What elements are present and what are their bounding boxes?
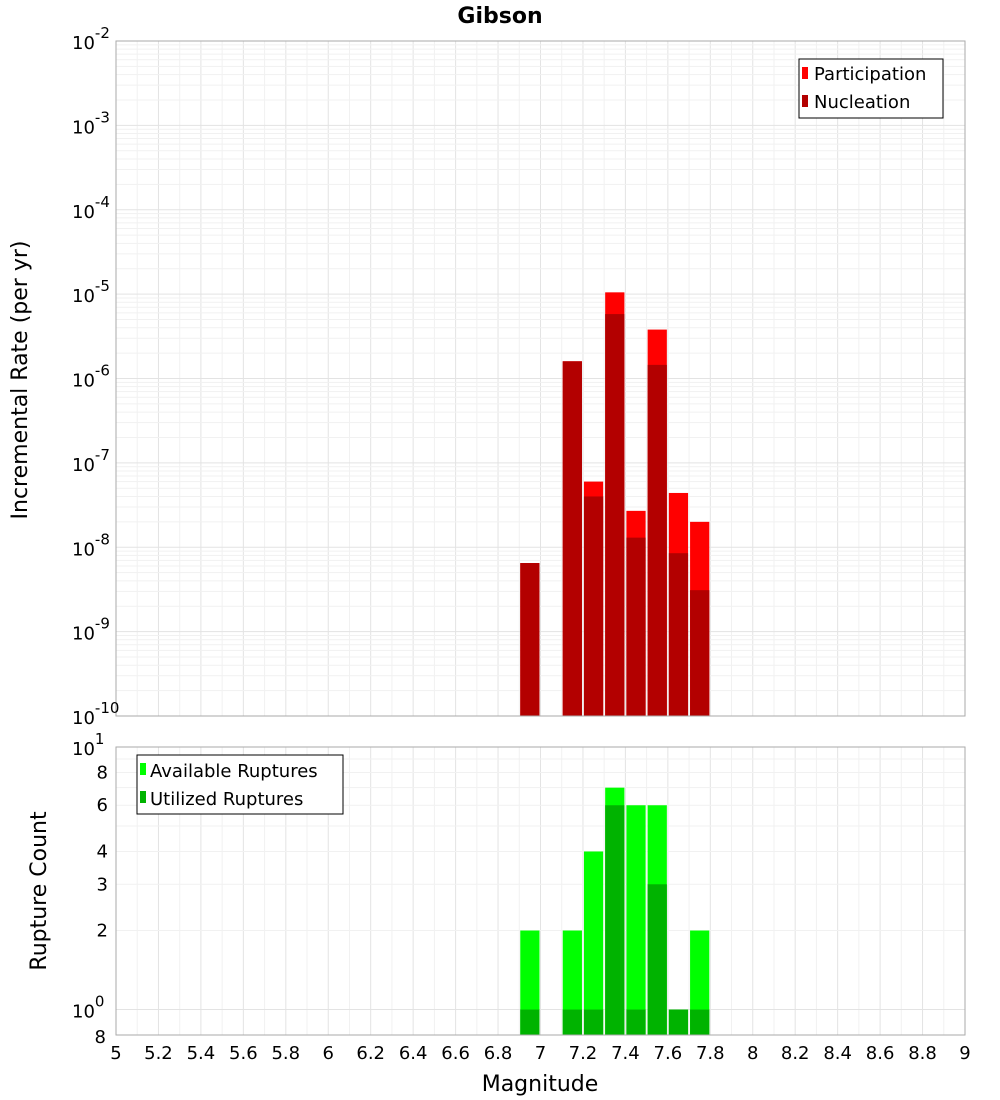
magnitude-x-tick-label: 6.8 [484,1043,513,1064]
magnitude-x-tick-label: 7.6 [654,1043,683,1064]
available-ruptures-legend-label: Available Ruptures [150,761,318,782]
utilized-ruptures-legend-swatch [140,791,146,803]
participation-legend-label: Participation [814,64,926,85]
utilized-ruptures-bar [690,1009,710,1035]
participation-rate-plot: 10-10 10-9 10-8 10-7 10-6 10-5 10-4 10-3 10-2 In… [8,24,966,729]
bottom-plot-frame [115,746,966,1036]
nucleation-bar [562,361,582,716]
participation-legend-swatch [802,67,808,79]
rupture-bars [520,787,710,1035]
magnitude-x-tick-label: 6.4 [399,1043,428,1064]
magnitude-x-tick-label: 7.4 [611,1043,640,1064]
utilized-ruptures-bar [562,1009,582,1035]
available-ruptures-bar [690,930,710,1035]
utilized-ruptures-bar [668,1009,689,1035]
rate-y-tick-label: 10-8 [72,530,110,560]
magnitude-x-tick-label: 8.2 [781,1043,810,1064]
utilized-ruptures-bar [605,805,625,1035]
rate-y-tick-label: 10-7 [72,446,110,476]
rate-legend: Participation Nucleation [798,58,944,119]
nucleation-bar [690,590,710,716]
top-plot-frame [115,40,966,717]
rate-legend-box [798,58,944,119]
rupture-y-ticks: 100 101 2 3 4 6 8 8 [72,730,108,1048]
magnitude-x-tick-label: 5.6 [229,1043,258,1064]
rate-y-tick-label: 10-4 [72,193,110,223]
chart-title: Gibson [457,4,542,29]
nucleation-bar [626,537,646,716]
utilized-ruptures-legend-label: Utilized Ruptures [150,789,303,810]
nucleation-bar [605,314,625,716]
magnitude-x-tick-label: 8.8 [908,1043,937,1064]
utilized-ruptures-bar [583,1009,604,1035]
available-ruptures-bar [520,930,540,1035]
available-ruptures-legend-swatch [140,763,146,775]
rate-y-tick-label: 10-2 [72,24,110,54]
magnitude-x-tick-label: 9 [959,1043,970,1064]
utilized-ruptures-bar [626,1009,646,1035]
available-ruptures-bar [626,805,646,1035]
magnitude-x-tick-label: 8 [747,1043,758,1064]
rate-y-tick-label: 10-3 [72,108,110,138]
rupture-y-tick-label: 6 [97,795,108,816]
magnitude-x-tick-label: 5.4 [187,1043,216,1064]
nucleation-bar [520,563,540,716]
rate-y-tick-label: 10-10 [72,699,119,729]
rupture-y-tick-label: 8 [97,762,108,783]
magnitude-x-tick-label: 8.4 [823,1043,852,1064]
nucleation-legend-label: Nucleation [814,92,910,113]
magnitude-x-axis-label: Magnitude [482,1072,599,1097]
rate-y-tick-label: 10-6 [72,362,110,392]
nucleation-bar [583,496,604,716]
rupture-legend: Available Ruptures Utilized Ruptures [136,754,344,815]
magnitude-x-tick-label: 7.8 [696,1043,725,1064]
rate-bars [520,292,710,716]
utilized-ruptures-bar [520,1009,540,1035]
magnitude-x-tick-label: 7.2 [569,1043,598,1064]
rupture-y-axis-label: Rupture Count [27,811,52,971]
rupture-y-tick-label: 101 [72,730,104,760]
nucleation-bar [647,364,667,716]
rupture-y-tick-label: 100 [72,993,104,1023]
magnitude-x-tick-label: 8.6 [866,1043,895,1064]
rate-y-axis-label: Incremental Rate (per yr) [8,241,33,520]
magnitude-x-ticks: 5 5.2 5.4 5.6 5.8 6 6.2 6.4 6.6 6.8 7 7.2 7.4 7.6 7.8 8… [110,1043,970,1064]
rupture-legend-box [136,754,344,815]
magnitude-x-tick-label: 7 [535,1043,546,1064]
nucleation-bar [668,553,689,716]
magnitude-x-tick-label: 6.6 [441,1043,470,1064]
magnitude-x-tick-label: 5 [110,1043,121,1064]
rupture-y-tick-label: 3 [97,874,108,895]
rate-y-tick-label: 10-9 [72,615,110,645]
available-ruptures-bar [562,930,582,1035]
magnitude-x-tick-label: 6.2 [356,1043,385,1064]
rate-y-ticks: 10-10 10-9 10-8 10-7 10-6 10-5 10-4 10-3 10-2 [72,24,119,729]
magnitude-x-tick-label: 6 [323,1043,334,1064]
rupture-y-tick-label: 2 [97,921,108,942]
available-ruptures-bar [583,851,604,1035]
utilized-ruptures-bar [647,884,667,1035]
top-gridlines [115,41,966,717]
magnitude-x-tick-label: 5.2 [144,1043,173,1064]
rupture-y-tick-label: 8 [95,1027,106,1048]
rupture-y-tick-label: 4 [97,841,108,862]
rate-y-tick-label: 10-5 [72,277,110,307]
magnitude-x-tick-label: 5.8 [271,1043,300,1064]
rupture-count-plot: 100 101 2 3 4 6 8 8 5 5.2 5.4 5.6 5.8 6 6.2 6.4 6.6 6.8 7… [27,730,971,1097]
nucleation-legend-swatch [802,95,808,107]
